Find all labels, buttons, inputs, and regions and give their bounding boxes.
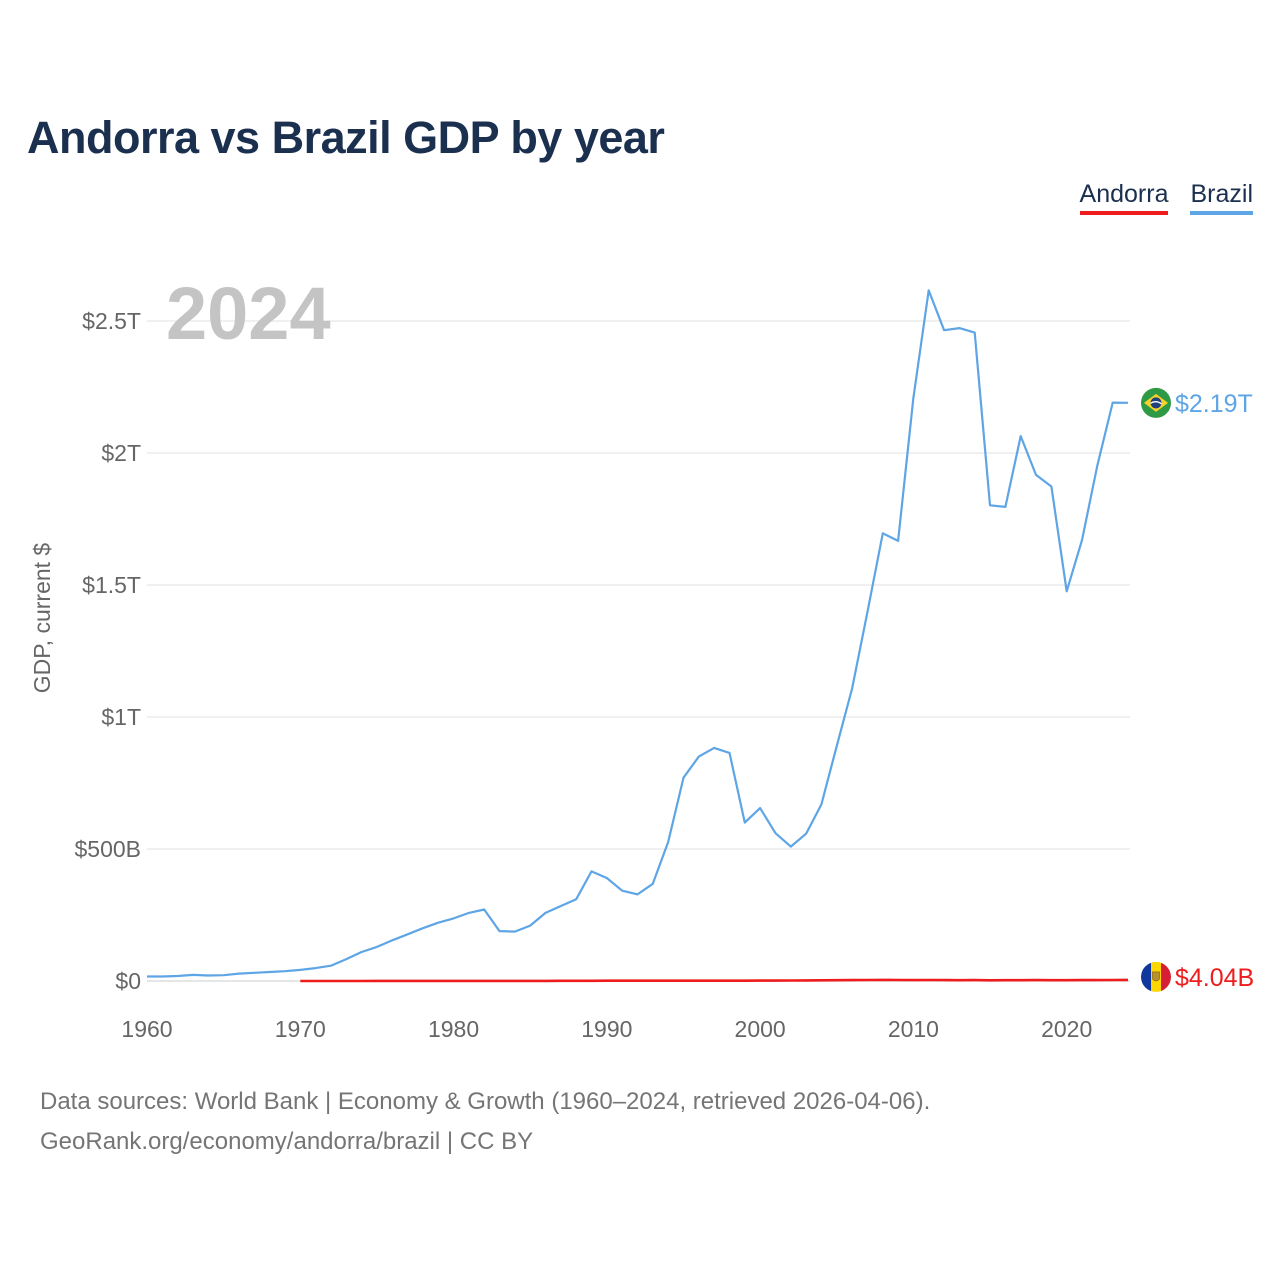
x-tick-label: 1990 <box>581 1016 632 1042</box>
x-axis-ticks: 1960 1970 1980 1990 2000 2010 2020 <box>121 1016 1092 1042</box>
footer-link[interactable]: GeoRank.org/economy/andorra/brazil | CC … <box>40 1128 534 1155</box>
y-tick-label: $2T <box>101 440 141 466</box>
x-tick-label: 1960 <box>121 1016 172 1042</box>
brazil-end-marker: $2.19T <box>1141 387 1253 418</box>
x-tick-label: 1970 <box>275 1016 326 1042</box>
y-axis-label: GDP, current $ <box>29 543 55 694</box>
y-axis-ticks: $0 $500B $1T $1.5T $2T $2.5T <box>74 308 141 994</box>
andorra-flag-icon <box>1141 961 1171 992</box>
brazil-flag-icon <box>1141 387 1171 418</box>
andorra-end-marker: $4.04B <box>1141 961 1254 992</box>
footer: Data sources: World Bank | Economy & Gro… <box>40 1082 930 1162</box>
series-line-brazil <box>147 289 1129 978</box>
y-tick-label: $2.5T <box>82 308 141 334</box>
legend-item-brazil[interactable]: Brazil <box>1190 180 1253 215</box>
brazil-value-label: $2.19T <box>1175 390 1253 418</box>
y-tick-label: $1.5T <box>82 572 141 598</box>
series-lines <box>147 289 1129 983</box>
year-display: 2024 <box>166 272 331 355</box>
legend: Andorra Brazil <box>1079 180 1253 215</box>
y-tick-label: $0 <box>115 968 141 994</box>
x-tick-label: 1980 <box>428 1016 479 1042</box>
series-line-andorra <box>300 978 1129 983</box>
y-tick-label: $1T <box>101 704 141 730</box>
chart-title: Andorra vs Brazil GDP by year <box>27 112 665 163</box>
andorra-value-label: $4.04B <box>1175 964 1254 992</box>
legend-item-andorra[interactable]: Andorra <box>1079 180 1169 215</box>
footer-sources: Data sources: World Bank | Economy & Gro… <box>40 1088 931 1115</box>
x-tick-label: 2000 <box>735 1016 786 1042</box>
x-tick-label: 2010 <box>888 1016 939 1042</box>
x-tick-label: 2020 <box>1041 1016 1092 1042</box>
y-tick-label: $500B <box>74 836 141 862</box>
